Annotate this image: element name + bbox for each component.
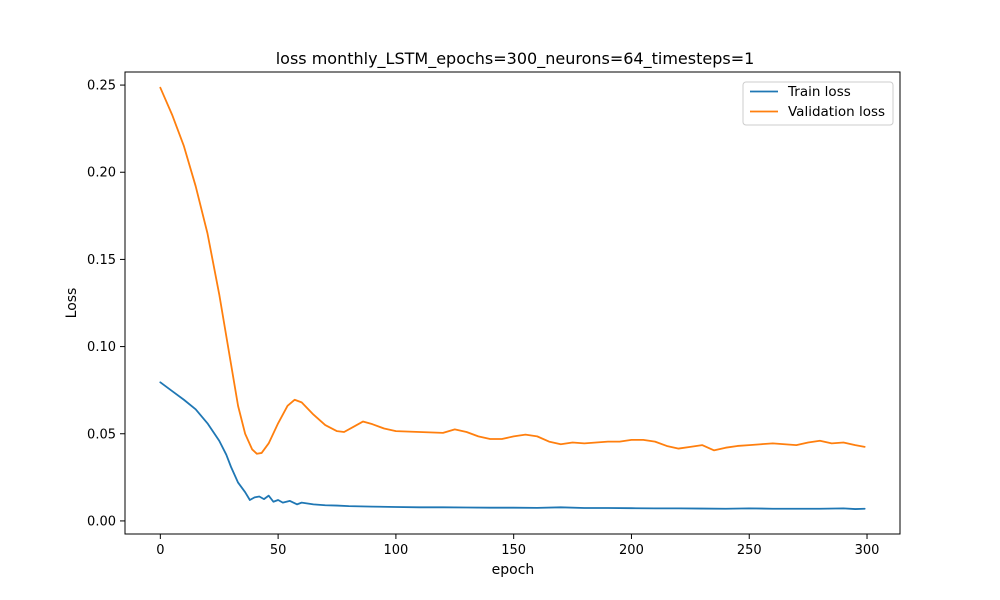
validation-loss-line (159, 86, 866, 455)
x-tick-label: 50 (270, 543, 287, 558)
x-tick-label: 250 (737, 543, 762, 558)
x-axis-ticks: 0 50 100 150 200 250 300 (156, 534, 879, 558)
legend-label-validation-loss: Validation loss (788, 104, 885, 120)
x-tick-label: 150 (501, 543, 526, 558)
train-loss-line (159, 381, 866, 510)
y-tick-label: 0.05 (87, 427, 116, 442)
chart-title: loss monthly_LSTM_epochs=300_neurons=64_… (276, 49, 755, 69)
series-layer (159, 86, 866, 510)
y-tick-label: 0.00 (87, 514, 116, 529)
x-axis-label: epoch (492, 562, 535, 578)
x-tick-label: 300 (855, 543, 880, 558)
y-tick-label: 0.10 (87, 340, 116, 355)
plot-area (124, 71, 901, 535)
y-tick-label: 0.15 (87, 253, 116, 268)
x-tick-label: 200 (619, 543, 644, 558)
legend-label-train-loss: Train loss (787, 84, 851, 100)
y-tick-label: 0.20 (87, 166, 116, 181)
y-axis-label: Loss (64, 288, 80, 319)
legend: Train loss Validation loss (742, 81, 894, 126)
legend-box (742, 81, 894, 126)
y-axis-ticks: 0.00 0.05 0.10 0.15 0.20 0.25 (87, 79, 125, 529)
x-tick-label: 100 (383, 543, 408, 558)
x-tick-label: 0 (156, 543, 164, 558)
y-tick-label: 0.25 (87, 79, 116, 94)
axes-frame (124, 71, 901, 535)
